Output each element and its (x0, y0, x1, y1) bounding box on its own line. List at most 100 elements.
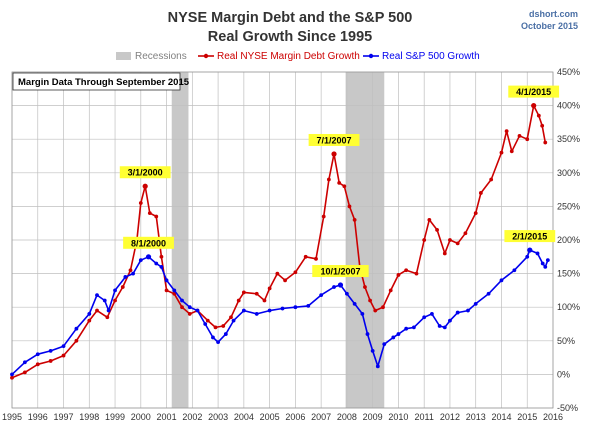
sp500-point (437, 324, 442, 328)
sp500-point (241, 308, 246, 313)
sp500-point (131, 271, 135, 276)
margin-debt-point (254, 291, 259, 296)
sp500-point (375, 364, 380, 369)
x-tick-label: 2014 (491, 412, 511, 422)
sp500-point (211, 335, 215, 340)
y-tick-label: 400% (557, 101, 580, 111)
margin-debt-point (205, 318, 210, 323)
margin-debt-point (262, 298, 267, 303)
x-tick-label: 2008 (337, 412, 357, 422)
note-text: Margin Data Through September 2015 (18, 77, 190, 88)
margin-debt-point (241, 290, 246, 295)
peak-label-box (119, 166, 171, 179)
margin-debt-point (489, 177, 494, 182)
sp500-point (442, 325, 447, 330)
margin-debt-point (388, 288, 393, 293)
x-tick-label: 2004 (234, 412, 254, 422)
margin-debt-point (368, 298, 372, 303)
margin-debt-point (147, 211, 152, 216)
y-tick-label: 450% (557, 67, 580, 77)
x-tick-label: 2016 (543, 412, 563, 422)
margin-debt-point (509, 149, 514, 154)
sp500-point (280, 306, 285, 311)
sp500-point (543, 264, 548, 269)
sp500-line (11, 249, 549, 375)
margin-debt-point (347, 204, 352, 209)
margin-debt-point (427, 217, 432, 222)
margin-debt-point (267, 286, 272, 291)
margin-debt-point (525, 137, 530, 142)
margin-debt-point (314, 256, 318, 261)
sp500-point (396, 332, 401, 336)
credit-site: dshort.com (529, 9, 578, 19)
margin-debt-point (352, 217, 357, 222)
sp500-point (216, 340, 220, 345)
x-tick-label: 1998 (79, 412, 99, 422)
peak-label-box (504, 230, 556, 243)
sp500-point (87, 312, 92, 316)
peak-label: 10/1/2007 (320, 267, 360, 277)
x-tick-label: 2003 (208, 412, 228, 422)
sp500-point (172, 288, 177, 293)
sp500-point (345, 291, 349, 296)
sp500-point (430, 312, 434, 316)
margin-debt-point (95, 308, 99, 313)
credit-date: October 2015 (521, 21, 578, 31)
sp500-point (102, 298, 107, 303)
peak-marker (145, 254, 152, 260)
sp500-point (319, 293, 324, 298)
sp500-point (455, 310, 460, 315)
legend-sp500-marker (368, 53, 374, 59)
x-tick-label: 2015 (517, 412, 537, 422)
margin-debt-point (463, 231, 468, 236)
x-tick-label: 1996 (28, 412, 48, 422)
sp500-point (404, 326, 409, 331)
sp500-point (535, 251, 540, 256)
margin-debt-point (105, 315, 110, 320)
peak-label: 8/1/2000 (131, 238, 166, 248)
margin-debt-point (35, 362, 40, 367)
x-tick-label: 2002 (182, 412, 202, 422)
x-tick-label: 2012 (440, 412, 460, 422)
x-tick-label: 1995 (2, 412, 22, 422)
legend-margin-label: Real NYSE Margin Debt Growth (217, 51, 360, 62)
margin-debt-point (128, 268, 133, 273)
sp500-point (10, 372, 14, 377)
sp500-point (466, 308, 470, 313)
x-tick-label: 1999 (105, 412, 125, 422)
sp500-point (159, 264, 164, 269)
margin-debt-point (236, 298, 241, 303)
sp500-point (332, 285, 336, 289)
margin-debt-point (321, 214, 326, 219)
margin-debt-point (540, 123, 545, 128)
margin-debt-point (396, 273, 401, 277)
peak-marker (531, 103, 537, 109)
margin-debt-point (504, 129, 509, 134)
margin-debt-point (61, 353, 66, 358)
margin-debt-point (229, 315, 233, 320)
x-tick-label: 2001 (157, 412, 177, 422)
peak-marker (142, 183, 148, 189)
sp500-point (499, 278, 504, 283)
y-tick-label: 200% (557, 235, 580, 245)
margin-debt-point (342, 184, 347, 189)
sp500-point (113, 288, 117, 293)
sp500-point (195, 308, 200, 313)
margin-debt-point (517, 133, 522, 138)
sp500-point (512, 268, 517, 273)
peak-label: 3/1/2000 (128, 168, 163, 178)
margin-debt-point (120, 285, 125, 289)
sp500-point (254, 312, 259, 316)
sp500-point (422, 315, 427, 320)
margin-debt-point (87, 318, 92, 323)
y-tick-label: 250% (557, 201, 580, 211)
peak-label: 7/1/2007 (317, 135, 352, 145)
legend-recession-swatch (116, 52, 131, 60)
sp500-point (382, 342, 387, 347)
margin-debt-point (363, 285, 367, 289)
sp500-point (370, 348, 375, 353)
x-tick-label: 2006 (285, 412, 305, 422)
peak-label-box (312, 265, 369, 278)
sp500-point (448, 318, 452, 323)
legend-margin-marker (203, 53, 209, 59)
